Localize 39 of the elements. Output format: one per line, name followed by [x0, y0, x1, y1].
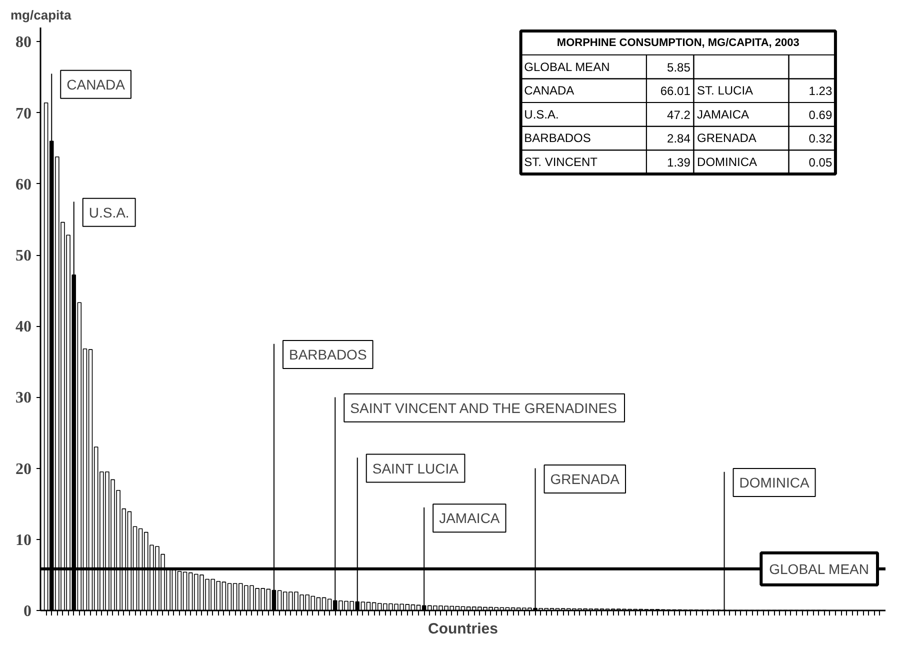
y-tick-label: 70 — [16, 105, 32, 122]
annotation: ST. LUCIA — [697, 84, 754, 98]
annotation: GLOBAL MEAN — [524, 60, 610, 74]
annotation: 0.69 — [808, 108, 832, 122]
y-tick-label: 80 — [16, 34, 32, 52]
annotation: 47.2 — [667, 108, 691, 122]
y-tick-label: 20 — [16, 460, 32, 478]
y-tick-label: 10 — [16, 532, 32, 549]
y-tick-label: 60 — [16, 176, 32, 194]
annotation: CANADA — [66, 76, 126, 92]
annotation: GRENADA — [550, 470, 620, 487]
annotation: JAMAICA — [439, 510, 500, 526]
y-axis-title: mg/capita — [10, 8, 72, 22]
ref-line-label: GLOBAL MEAN — [769, 560, 869, 577]
annotation: GRENADA — [697, 131, 756, 146]
annotation: U.S.A. — [88, 204, 130, 220]
annotation: 0.05 — [808, 156, 832, 170]
annotation: U.S.A. — [524, 107, 559, 122]
annotation: 1.39 — [667, 156, 691, 170]
annotation: 1.23 — [808, 84, 832, 98]
annotation: 2.84 — [667, 132, 691, 146]
annotation: DOMINICA — [739, 474, 810, 491]
annotation: BARBADOS — [524, 131, 591, 146]
annotation: MORPHINE CONSUMPTION, MG/CAPITA, 2003 — [556, 36, 800, 49]
annotation: SAINT VINCENT AND THE GRENADINES — [350, 400, 617, 416]
y-tick-label: 30 — [16, 390, 32, 407]
y-tick-label: 50 — [16, 248, 32, 265]
y-tick-label: 0 — [24, 603, 32, 620]
annotation: CANADA — [524, 84, 574, 98]
annotation: BARBADOS — [288, 346, 367, 363]
annotation: 0.32 — [808, 132, 832, 146]
annotation: 66.01 — [660, 84, 691, 98]
annotation: ST. VINCENT — [524, 155, 598, 170]
annotation: JAMAICA — [697, 107, 750, 122]
annotation: DOMINICA — [697, 155, 758, 170]
y-tick-label: 40 — [16, 318, 32, 336]
annotation: 5.85 — [667, 60, 691, 74]
x-axis-title: Countries — [428, 620, 498, 638]
annotation: SAINT LUCIA — [372, 460, 460, 476]
